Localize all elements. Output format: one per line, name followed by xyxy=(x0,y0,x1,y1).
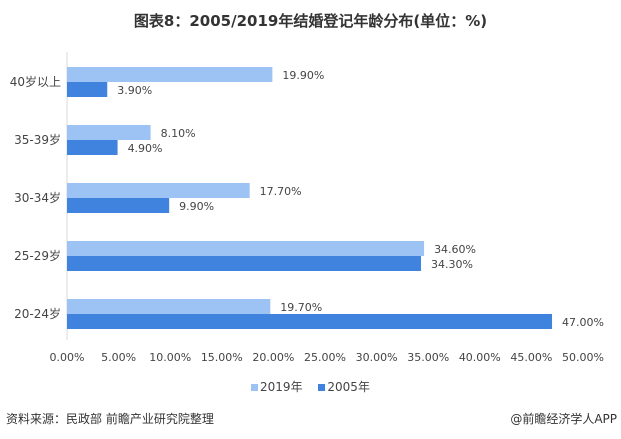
category-label: 40岁以上 xyxy=(10,74,61,89)
data-label: 47.00% xyxy=(562,316,604,329)
x-tick-label: 25.00% xyxy=(304,351,346,364)
category-label: 25-29岁 xyxy=(14,248,61,263)
x-tick-label: 40.00% xyxy=(459,351,501,364)
x-tick-label: 15.00% xyxy=(201,351,243,364)
bar-2019年-30-34岁 xyxy=(67,183,250,198)
category-label: 35-39岁 xyxy=(14,132,61,147)
legend-swatch-2019 xyxy=(251,384,259,391)
brand-credit: @前瞻经济学人APP xyxy=(510,412,617,426)
data-label: 34.30% xyxy=(431,258,473,271)
bar-2019年-25-29岁 xyxy=(67,241,425,256)
bar-2005年-40岁以上 xyxy=(67,82,108,97)
bar-2005年-30-34岁 xyxy=(67,198,170,213)
x-tick-label: 10.00% xyxy=(149,351,191,364)
x-tick-label: 50.00% xyxy=(562,351,604,364)
legend-item-2005[interactable]: 2005年 xyxy=(318,378,370,395)
bar-2005年-25-29岁 xyxy=(67,256,421,271)
data-label: 3.90% xyxy=(117,84,152,97)
bar-2019年-40岁以上 xyxy=(67,67,273,82)
x-tick-label: 20.00% xyxy=(252,351,294,364)
x-tick-label: 35.00% xyxy=(407,351,449,364)
data-label: 4.90% xyxy=(128,142,163,155)
chart-title: 图表8：2005/2019年结婚登记年龄分布(单位：%) xyxy=(133,12,488,30)
legend: 2019年 2005年 xyxy=(0,378,621,395)
x-tick-label: 0.00% xyxy=(50,351,85,364)
data-label: 19.90% xyxy=(282,69,324,82)
legend-label-2005: 2005年 xyxy=(327,380,370,394)
bar-2019年-35-39岁 xyxy=(67,125,151,140)
category-label: 20-24岁 xyxy=(14,306,61,321)
source-note: 资料来源：民政部 前瞻产业研究院整理 xyxy=(6,412,214,426)
data-label: 8.10% xyxy=(161,127,196,140)
legend-item-2019[interactable]: 2019年 xyxy=(251,378,303,395)
x-tick-label: 30.00% xyxy=(356,351,398,364)
legend-label-2019: 2019年 xyxy=(260,380,303,394)
bar-2005年-20-24岁 xyxy=(67,314,553,329)
category-label: 30-34岁 xyxy=(14,190,61,205)
data-label: 9.90% xyxy=(179,200,214,213)
data-label: 19.70% xyxy=(280,301,322,314)
x-tick-label: 5.00% xyxy=(101,351,136,364)
legend-swatch-2005 xyxy=(318,384,326,391)
x-tick-label: 45.00% xyxy=(510,351,552,364)
bar-2019年-20-24岁 xyxy=(67,299,271,314)
data-label: 34.60% xyxy=(434,243,476,256)
data-label: 17.70% xyxy=(260,185,302,198)
bar-2005年-35-39岁 xyxy=(67,140,118,155)
